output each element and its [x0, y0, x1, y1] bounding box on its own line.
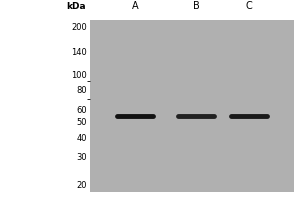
Text: kDa: kDa [66, 2, 86, 11]
Text: C: C [246, 1, 253, 11]
Text: A: A [132, 1, 138, 11]
Text: B: B [193, 1, 200, 11]
